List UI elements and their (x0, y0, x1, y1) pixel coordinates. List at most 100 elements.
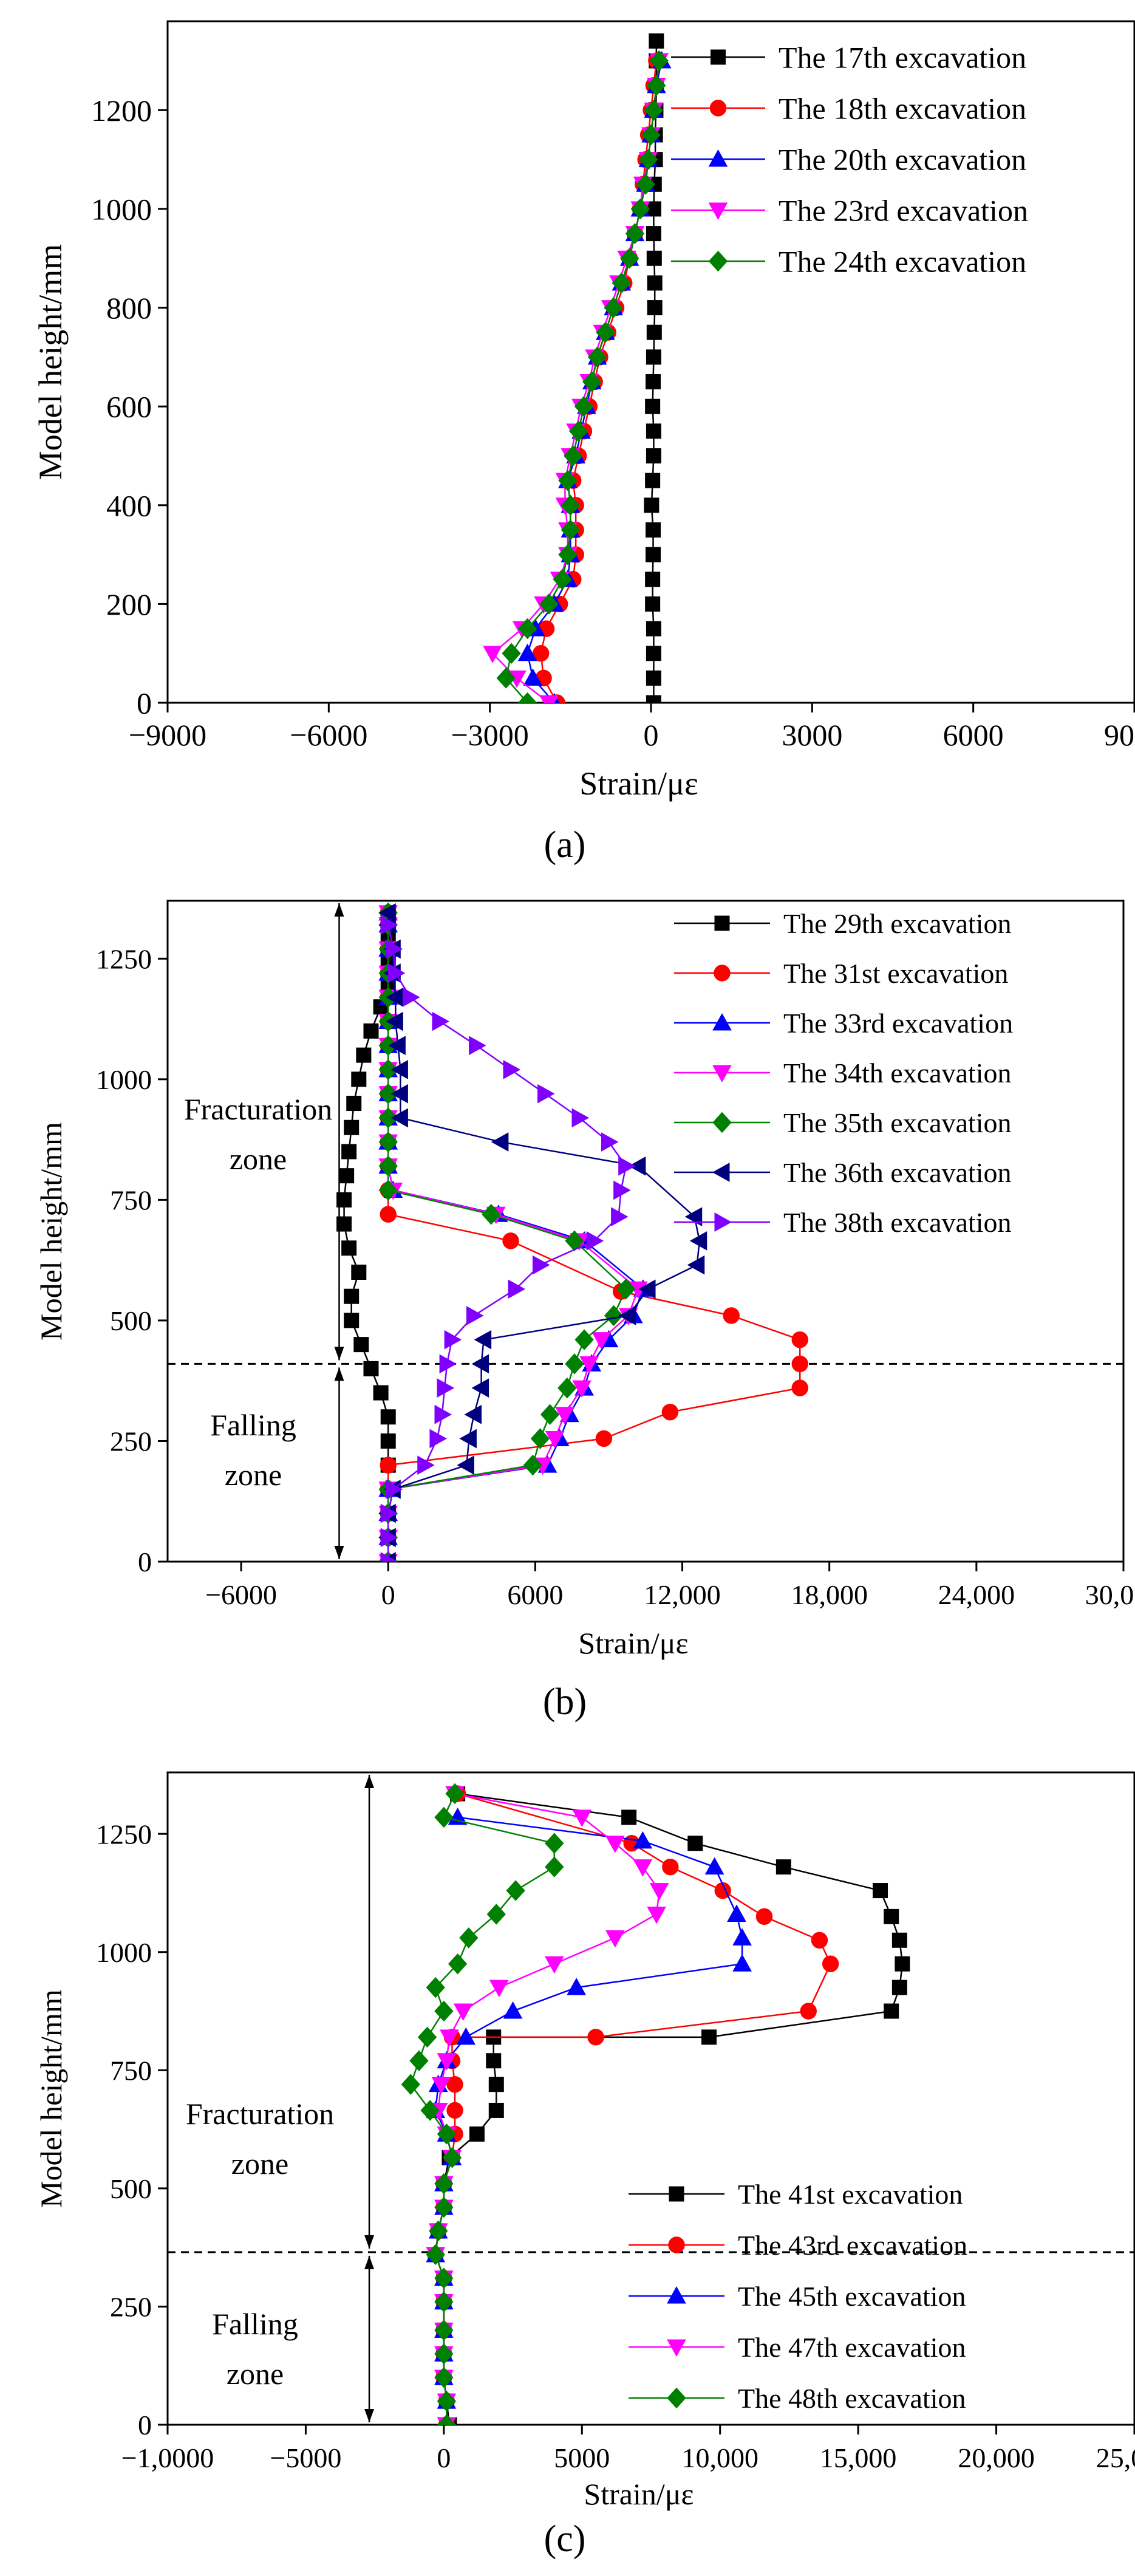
data-point (565, 1230, 584, 1252)
x-tick-label: 12,000 (644, 1579, 721, 1610)
data-point (437, 2123, 457, 2145)
data-point (380, 915, 398, 935)
data-point (336, 1216, 352, 1232)
data-point (572, 1809, 592, 1827)
data-point (434, 2291, 454, 2312)
y-tick-label: 750 (110, 1184, 152, 1215)
data-point (409, 2050, 429, 2071)
data-point (579, 1356, 599, 1374)
data-point (595, 1430, 613, 1447)
data-point (517, 618, 537, 640)
data-point (561, 494, 581, 516)
data-point (378, 1059, 398, 1081)
data-point (482, 1203, 501, 1225)
data-point (390, 1108, 408, 1128)
x-axis-label: Strain/με (578, 1626, 688, 1660)
data-point (647, 1906, 666, 1924)
data-point (646, 324, 662, 340)
data-point (884, 1908, 899, 1924)
data-point (791, 1355, 808, 1373)
legend-label: The 20th excavation (779, 143, 1026, 177)
data-point (649, 1883, 669, 1901)
data-point (689, 1231, 707, 1251)
legend-label: The 18th excavation (779, 92, 1026, 126)
data-point (378, 1035, 398, 1056)
falling-zone-label: zone (225, 1458, 282, 1492)
data-point (502, 1232, 519, 1249)
data-point (755, 1908, 773, 1925)
legend-marker (668, 2236, 685, 2253)
x-tick-label: −9000 (129, 718, 206, 752)
panel-label: (a) (544, 824, 586, 866)
data-point (646, 226, 661, 242)
data-point (567, 1978, 587, 1995)
data-point (564, 445, 583, 466)
data-point (434, 1404, 452, 1424)
data-point (488, 2102, 504, 2118)
y-tick-label: 0 (138, 1546, 152, 1577)
data-point (625, 223, 645, 244)
data-point (483, 646, 502, 663)
y-tick-label: 250 (110, 2292, 152, 2323)
data-point (471, 1354, 489, 1374)
data-point (647, 275, 663, 291)
data-point (628, 1156, 646, 1176)
y-axis-label: Model height/mm (34, 1989, 68, 2208)
data-point (723, 1307, 740, 1324)
legend-marker (712, 1112, 732, 1133)
data-point (469, 1036, 486, 1056)
data-point (649, 50, 669, 72)
legend-marker (712, 1065, 732, 1083)
zone-arrow-head (364, 1775, 375, 1788)
x-tick-label: −3000 (451, 718, 529, 752)
data-point (346, 1096, 362, 1112)
data-point (565, 1353, 584, 1375)
data-point (453, 2003, 473, 2021)
data-point (561, 519, 581, 541)
zone-arrow-head (364, 2255, 375, 2269)
data-point (464, 1404, 482, 1424)
data-point (537, 1084, 555, 1104)
legend-marker (667, 2339, 686, 2357)
data-point (558, 470, 578, 491)
data-point (387, 963, 406, 983)
y-tick-label: 0 (137, 686, 152, 720)
y-tick-label: 750 (110, 2055, 152, 2086)
data-point (791, 1379, 808, 1396)
data-point (434, 2000, 454, 2022)
data-point (491, 1132, 509, 1152)
x-tick-label: 6000 (507, 1579, 563, 1610)
data-point (662, 1858, 679, 1876)
data-point (649, 33, 664, 49)
data-point (646, 670, 661, 686)
x-tick-label: 5000 (554, 2442, 610, 2473)
fracturation-zone-label: zone (230, 1142, 287, 1176)
data-point (417, 2026, 437, 2048)
legend-marker (714, 915, 730, 931)
data-point (732, 1954, 752, 1972)
data-point (336, 1192, 352, 1208)
data-point (444, 1330, 462, 1350)
data-point (891, 1932, 907, 1948)
data-point (544, 1956, 564, 1974)
data-point (727, 1904, 746, 1922)
data-point (440, 2029, 459, 2047)
fracturation-zone-label: Fracturation (184, 1092, 332, 1126)
data-point (503, 2001, 523, 2019)
x-tick-label: 9000 (1104, 718, 1135, 752)
series-7 (380, 915, 636, 1562)
data-point (687, 1255, 705, 1275)
data-point (432, 1011, 450, 1031)
data-point (426, 2244, 445, 2266)
data-point (378, 903, 396, 923)
data-point (645, 572, 661, 587)
data-point (442, 2147, 462, 2168)
data-point (596, 321, 615, 343)
data-point (587, 346, 607, 368)
legend-label: The 38th excavation (783, 1207, 1012, 1238)
data-point (390, 1060, 408, 1079)
data-point (647, 75, 666, 96)
data-point (641, 124, 661, 146)
data-point (646, 349, 661, 365)
data-point (437, 2053, 457, 2071)
